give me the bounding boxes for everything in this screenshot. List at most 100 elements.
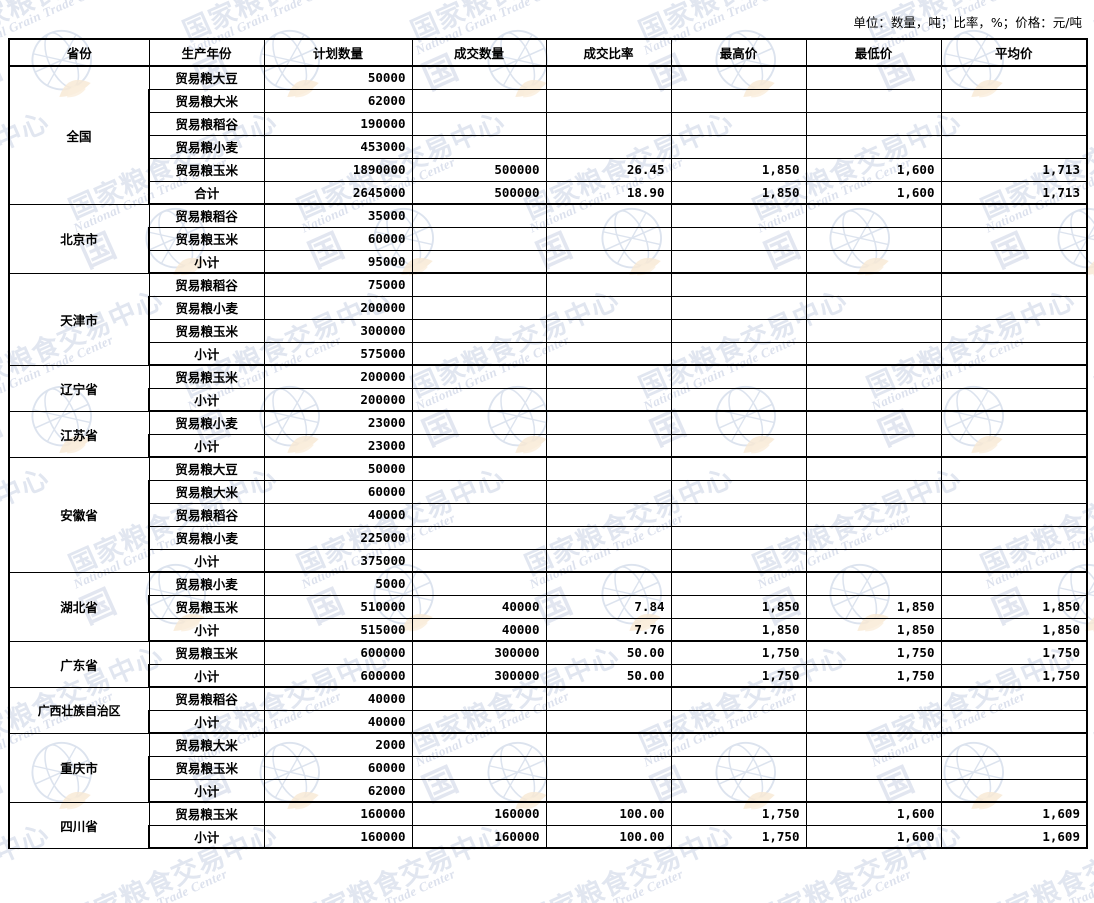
- table-row: 小计 160000 160000 100.00 1,750 1,600 1,609: [9, 824, 1088, 849]
- plan-cell: 453000: [263, 134, 413, 159]
- deal-cell: [411, 65, 547, 90]
- rate-cell: 100.00: [545, 824, 672, 849]
- table-row: 四川省 贸易粮玉米 160000 160000 100.00 1,750 1,600 1,60…: [8, 801, 1088, 849]
- year-cell: 贸易粮玉米: [148, 318, 265, 343]
- table-header-row: 省份 生产年份 计划数量 成交数量 成交比率 最高价 最低价 平均价: [8, 38, 1088, 67]
- low-cell: [805, 571, 942, 596]
- rate-cell: [545, 318, 672, 343]
- table-row: 江苏省 贸易粮小麦 23000: [8, 410, 1088, 458]
- table-row: 广东省 贸易粮玉米 600000 300000 50.00 1,750 1,750 1,750: [8, 640, 1088, 688]
- deal-cell: [411, 525, 547, 550]
- deal-cell: [411, 410, 547, 435]
- high-cell: [670, 226, 807, 251]
- rate-cell: 26.45: [545, 157, 672, 182]
- high-cell: [670, 732, 807, 757]
- high-cell: [670, 387, 807, 412]
- province-cell: 湖北省: [8, 571, 150, 642]
- plan-cell: 600000: [263, 663, 413, 688]
- low-cell: 1,850: [805, 594, 942, 619]
- rate-cell: [545, 686, 672, 711]
- plan-cell: 40000: [263, 709, 413, 734]
- globe-icon: [0, 540, 6, 654]
- rate-cell: [545, 456, 672, 481]
- table-row: 小计 23000: [9, 433, 1088, 458]
- high-cell: [670, 272, 807, 297]
- deal-cell: 500000: [411, 157, 547, 182]
- low-cell: [805, 525, 942, 550]
- plan-cell: 225000: [263, 525, 413, 550]
- high-cell: 1,750: [670, 640, 807, 665]
- table-row: 贸易粮小麦 225000: [9, 525, 1088, 550]
- deal-cell: [411, 686, 547, 711]
- avg-cell: 1,750: [940, 640, 1088, 665]
- high-cell: [670, 65, 807, 90]
- table-row: 贸易粮大米 62000: [9, 88, 1088, 113]
- table-row: 贸易粮稻谷 40000: [9, 502, 1088, 527]
- rate-cell: [545, 295, 672, 320]
- year-cell: 贸易粮小麦: [148, 525, 265, 550]
- plan-cell: 35000: [263, 203, 413, 228]
- watermark-text-cn: 国家粮食交易中心: [1090, 284, 1094, 404]
- low-cell: 1,600: [805, 801, 942, 826]
- globe-icon: [348, 896, 462, 903]
- high-cell: [670, 571, 807, 596]
- low-cell: [805, 502, 942, 527]
- high-cell: 1,750: [670, 663, 807, 688]
- high-cell: 1,850: [670, 594, 807, 619]
- deal-cell: 300000: [411, 640, 547, 665]
- deal-cell: [411, 111, 547, 136]
- avg-cell: [940, 479, 1088, 504]
- province-cell: 四川省: [8, 801, 150, 849]
- table-row: 小计 575000: [9, 341, 1088, 366]
- deal-cell: [411, 548, 547, 573]
- high-cell: [670, 88, 807, 113]
- plan-cell: 40000: [263, 686, 413, 711]
- avg-cell: [940, 249, 1088, 274]
- low-cell: [805, 778, 942, 803]
- table-row: 安徽省 贸易粮大豆 50000: [8, 456, 1088, 573]
- year-cell: 贸易粮玉米: [148, 755, 265, 780]
- rate-cell: 50.00: [545, 663, 672, 688]
- avg-cell: [940, 525, 1088, 550]
- table-row: 小计 62000: [9, 778, 1088, 803]
- unit-note: 单位：数量，吨；比率，%；价格：元/吨: [853, 15, 1082, 30]
- watermark-text-en: National Grain Trade Center: [71, 866, 230, 903]
- year-cell: 合计: [148, 180, 265, 205]
- plan-cell: 23000: [263, 433, 413, 458]
- high-cell: [670, 111, 807, 136]
- grain-trade-table-wrapper: 省份 生产年份 计划数量 成交数量 成交比率 最高价 最低价 平均价 全国 贸易粮大豆 50000…: [8, 38, 1088, 849]
- table-row: 贸易粮玉米 510000 40000 7.84 1,850 1,850 1,850: [9, 594, 1088, 619]
- globe-icon: [576, 896, 690, 903]
- low-cell: [805, 755, 942, 780]
- plan-cell: 60000: [263, 755, 413, 780]
- table-body: 全国 贸易粮大豆 50000 贸易粮大米 62000 贸易粮稻谷 190000 贸易粮小麦 45…: [8, 65, 1088, 849]
- high-cell: 1,750: [670, 801, 807, 826]
- high-cell: [670, 341, 807, 366]
- table-row: 重庆市 贸易粮大米 2000: [8, 732, 1088, 803]
- province-cell: 广东省: [8, 640, 150, 688]
- globe-icon: [0, 184, 6, 298]
- deal-cell: [411, 318, 547, 343]
- avg-cell: [940, 410, 1088, 435]
- deal-cell: [411, 341, 547, 366]
- deal-cell: [411, 433, 547, 458]
- table-row: 小计 375000: [9, 548, 1088, 573]
- year-cell: 贸易粮玉米: [148, 226, 265, 251]
- avg-cell: 1,609: [940, 824, 1088, 849]
- year-cell: 贸易粮小麦: [148, 410, 265, 435]
- watermark-text-en: National Grain Trade Center: [0, 510, 2, 592]
- avg-cell: [940, 272, 1088, 297]
- deal-cell: 40000: [411, 617, 547, 642]
- deal-cell: [411, 502, 547, 527]
- table-row: 辽宁省 贸易粮玉米 200000: [8, 364, 1088, 412]
- plan-cell: 160000: [263, 801, 413, 826]
- table-row: 广西壮族自治区 贸易粮稻谷 40000: [8, 686, 1088, 734]
- avg-cell: [940, 111, 1088, 136]
- plan-cell: 62000: [263, 88, 413, 113]
- plan-cell: 62000: [263, 778, 413, 803]
- avg-cell: [940, 134, 1088, 159]
- watermark-text-en: National Grain Trade Center: [983, 866, 1094, 903]
- year-cell: 小计: [148, 387, 265, 412]
- deal-cell: 500000: [411, 180, 547, 205]
- low-cell: [805, 226, 942, 251]
